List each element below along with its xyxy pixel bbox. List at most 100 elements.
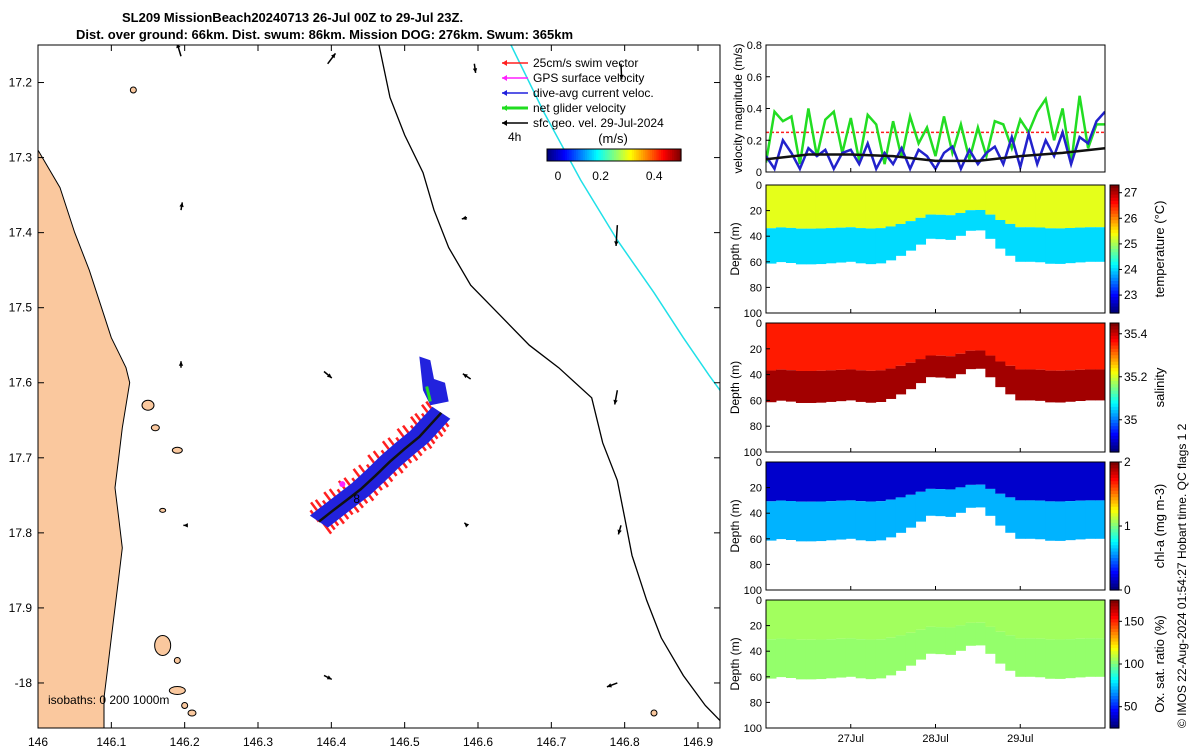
data-cell-surface: [1085, 323, 1096, 370]
speed-colorbar-cell: [547, 149, 550, 161]
map-x-tick-label: 146.9: [683, 735, 713, 749]
legend-label: sfc geo. vel. 29-Jul-2024: [533, 116, 664, 130]
data-cell-surface: [995, 323, 1006, 362]
colorbar-cell: [1110, 670, 1119, 675]
speed-colorbar-cell: [634, 149, 637, 161]
colorbar-cell: [1110, 335, 1119, 340]
colorbar-tick-label: 35: [1124, 413, 1138, 427]
data-cell-deep: [1055, 228, 1066, 264]
current-velocity-band: [309, 406, 451, 528]
map-frame: [37, 44, 721, 729]
speed-colorbar-cell: [611, 149, 615, 161]
data-cell-deep: [815, 639, 827, 680]
data-cell-deep: [995, 493, 1006, 526]
colorbar-cell: [1110, 583, 1119, 588]
data-cell-surface: [1015, 600, 1026, 639]
colorbar-cell: [1110, 368, 1119, 372]
velocity-y-tick-label: 0: [756, 167, 762, 179]
data-cell-surface: [1085, 185, 1096, 228]
colorbar-cell: [1110, 465, 1119, 469]
colorbar-cell: [1110, 284, 1119, 288]
island: [173, 656, 181, 664]
data-cell-surface: [965, 323, 976, 351]
colorbar-frame: [1109, 184, 1120, 314]
data-cell-surface: [1035, 323, 1046, 370]
colorbar-cell: [1110, 384, 1119, 389]
island: [181, 701, 189, 709]
data-cell-surface: [1065, 600, 1076, 640]
data-cell-deep: [825, 370, 837, 402]
depth-tick-label: 60: [750, 672, 762, 684]
depth-tick-label: 40: [750, 231, 762, 243]
colorbar-cell: [1110, 342, 1119, 347]
speed-colorbar-cell: [587, 149, 591, 161]
colorbar-cell: [1110, 191, 1119, 196]
speed-colorbar-cell: [593, 149, 597, 161]
colorbar-cell: [1110, 416, 1119, 421]
colorbar-cell: [1110, 332, 1119, 337]
data-cell-surface: [775, 462, 787, 501]
colorbar-cell: [1110, 220, 1119, 224]
data-cell-deep: [865, 501, 877, 542]
data-cell-surface: [775, 185, 787, 228]
speed-colorbar-cell: [643, 149, 646, 161]
data-cell-surface: [945, 462, 956, 490]
colorbar-cell: [1110, 522, 1119, 527]
data-cell-deep: [785, 501, 797, 541]
data-cell-surface: [925, 185, 936, 215]
depth-tick-label: 40: [750, 370, 762, 382]
data-cell-surface: [805, 600, 817, 640]
colorbar-cell: [1110, 432, 1119, 437]
speed-colorbar-cell: [649, 149, 653, 161]
island: [650, 709, 658, 717]
speed-colorbar-cell: [558, 149, 561, 161]
data-cell-deep: [895, 365, 907, 395]
depth-tick-label: 40: [750, 646, 762, 658]
legend-label: dive-avg current veloc.: [533, 86, 654, 100]
depth-tick-label: 0: [756, 318, 762, 330]
data-cell-deep: [805, 370, 817, 403]
data-cell-deep: [775, 638, 787, 678]
colorbar-cell: [1110, 683, 1119, 687]
data-cell-deep: [1025, 638, 1036, 677]
data-cell-deep: [775, 227, 787, 263]
colorbar-cell: [1110, 513, 1119, 517]
colorbar-cell: [1110, 265, 1119, 269]
data-cell-surface: [1065, 185, 1076, 228]
colorbar-cell: [1110, 348, 1119, 353]
data-cell-deep: [845, 638, 857, 677]
data-cell-surface: [875, 185, 887, 229]
data-cell-deep: [1035, 500, 1046, 540]
geo-velocity-arrowhead: [331, 53, 336, 59]
data-cell-deep: [1015, 500, 1026, 539]
data-cell-surface: [885, 185, 897, 227]
speed-colorbar-cell: [589, 149, 593, 161]
colorbar-cell: [1110, 564, 1119, 569]
data-cell-deep: [795, 639, 807, 680]
colorbar-cell: [1110, 268, 1119, 272]
data-cell-deep: [915, 491, 927, 522]
colorbar-cell: [1110, 245, 1119, 250]
data-cell-deep: [785, 639, 797, 679]
speed-colorbar-cell: [555, 149, 559, 161]
data-cell-surface: [825, 323, 837, 371]
data-cell-surface: [1015, 323, 1026, 370]
data-cell-surface: [975, 600, 986, 623]
speed-colorbar-cell: [665, 149, 669, 161]
data-cell-deep: [1075, 369, 1086, 402]
data-cell-surface: [1055, 323, 1066, 371]
data-cell-surface: [805, 323, 817, 371]
data-cell-surface: [865, 600, 877, 640]
colorbar-tick-label: 35.2: [1124, 370, 1148, 384]
data-cell-deep: [1075, 638, 1086, 678]
colorbar-cell: [1110, 715, 1119, 719]
depth-axis-label: Depth (m): [728, 499, 742, 552]
depth-tick-label: 80: [750, 697, 762, 709]
data-cell-surface: [865, 462, 877, 502]
geo-velocity-arrowhead: [176, 45, 181, 49]
data-cell-deep: [775, 369, 787, 401]
colorbar-cell: [1110, 226, 1119, 231]
colorbar-cell: [1110, 390, 1119, 395]
data-cell-surface: [1025, 185, 1036, 228]
colorbar-cell: [1110, 435, 1119, 440]
